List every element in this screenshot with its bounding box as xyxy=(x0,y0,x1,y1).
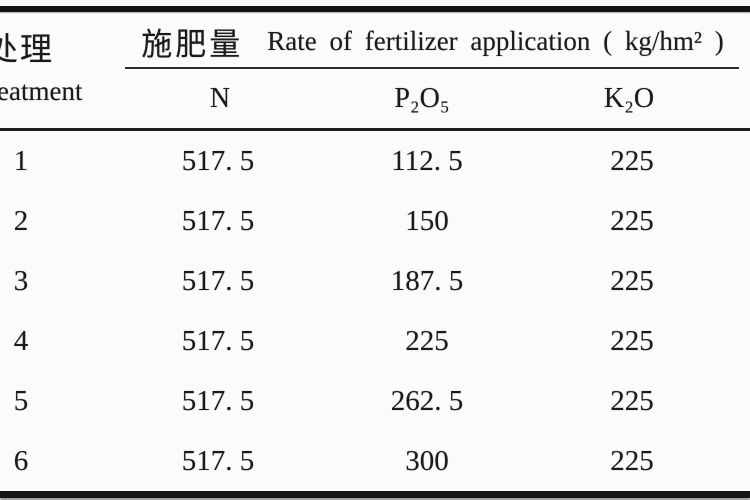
table-row: 5 517. 5 262. 5 225 xyxy=(0,371,750,431)
fertilizer-rate-span-header: 施肥量 Rate of fertilizer application ( kg/… xyxy=(125,16,740,66)
treatment-number: 1 xyxy=(13,145,29,177)
n-value: 517. 5 xyxy=(181,205,255,237)
column-header-n: N xyxy=(209,83,231,114)
table-row: 3 517. 5 187. 5 225 xyxy=(0,251,750,311)
table-row: 6 517. 5 300 225 xyxy=(0,431,750,491)
p2o5-value: 300 xyxy=(405,445,449,477)
p2o5-value: 225 xyxy=(405,325,449,357)
p2o5-value: 112. 5 xyxy=(391,145,463,177)
treatment-number: 3 xyxy=(13,265,29,297)
p2o5-value: 150 xyxy=(405,205,449,237)
k2o-value: 225 xyxy=(610,445,654,477)
treatment-number: 4 xyxy=(13,325,29,357)
treatment-number: 6 xyxy=(13,445,29,477)
nutrient-subheader-row: N P₂O₅ K₂O xyxy=(0,69,750,128)
table-row: 2 517. 5 150 225 xyxy=(0,191,750,251)
table-row: 4 517. 5 225 225 xyxy=(0,311,750,371)
table-bottom-border-line xyxy=(0,491,750,498)
treatment-header-english: eatment xyxy=(0,76,83,106)
treatment-header-chinese: 处理 xyxy=(0,31,55,67)
k2o-value: 225 xyxy=(610,205,654,237)
n-value: 517. 5 xyxy=(181,445,255,477)
table-top-border-line xyxy=(0,6,750,12)
n-value: 517. 5 xyxy=(181,325,255,357)
column-header-k2o: K₂O xyxy=(603,83,655,114)
n-value: 517. 5 xyxy=(181,385,255,417)
k2o-value: 225 xyxy=(610,325,654,357)
column-header-p2o5: P₂O₅ xyxy=(394,83,450,114)
k2o-value: 225 xyxy=(610,265,654,297)
n-value: 517. 5 xyxy=(181,265,255,297)
span-header-underline xyxy=(125,67,739,69)
k2o-value: 225 xyxy=(610,385,654,417)
header-separator-line xyxy=(0,128,750,131)
p2o5-value: 187. 5 xyxy=(390,265,464,297)
treatment-number: 5 xyxy=(13,385,29,417)
p2o5-value: 262. 5 xyxy=(390,385,464,417)
span-header-english: Rate of fertilizer application ( kg/hm² … xyxy=(267,25,724,56)
table-row: 1 517. 5 112. 5 225 xyxy=(0,131,750,191)
n-value: 517. 5 xyxy=(181,145,255,177)
span-header-chinese: 施肥量 xyxy=(141,26,244,62)
k2o-value: 225 xyxy=(610,145,654,177)
treatment-number: 2 xyxy=(13,205,29,237)
